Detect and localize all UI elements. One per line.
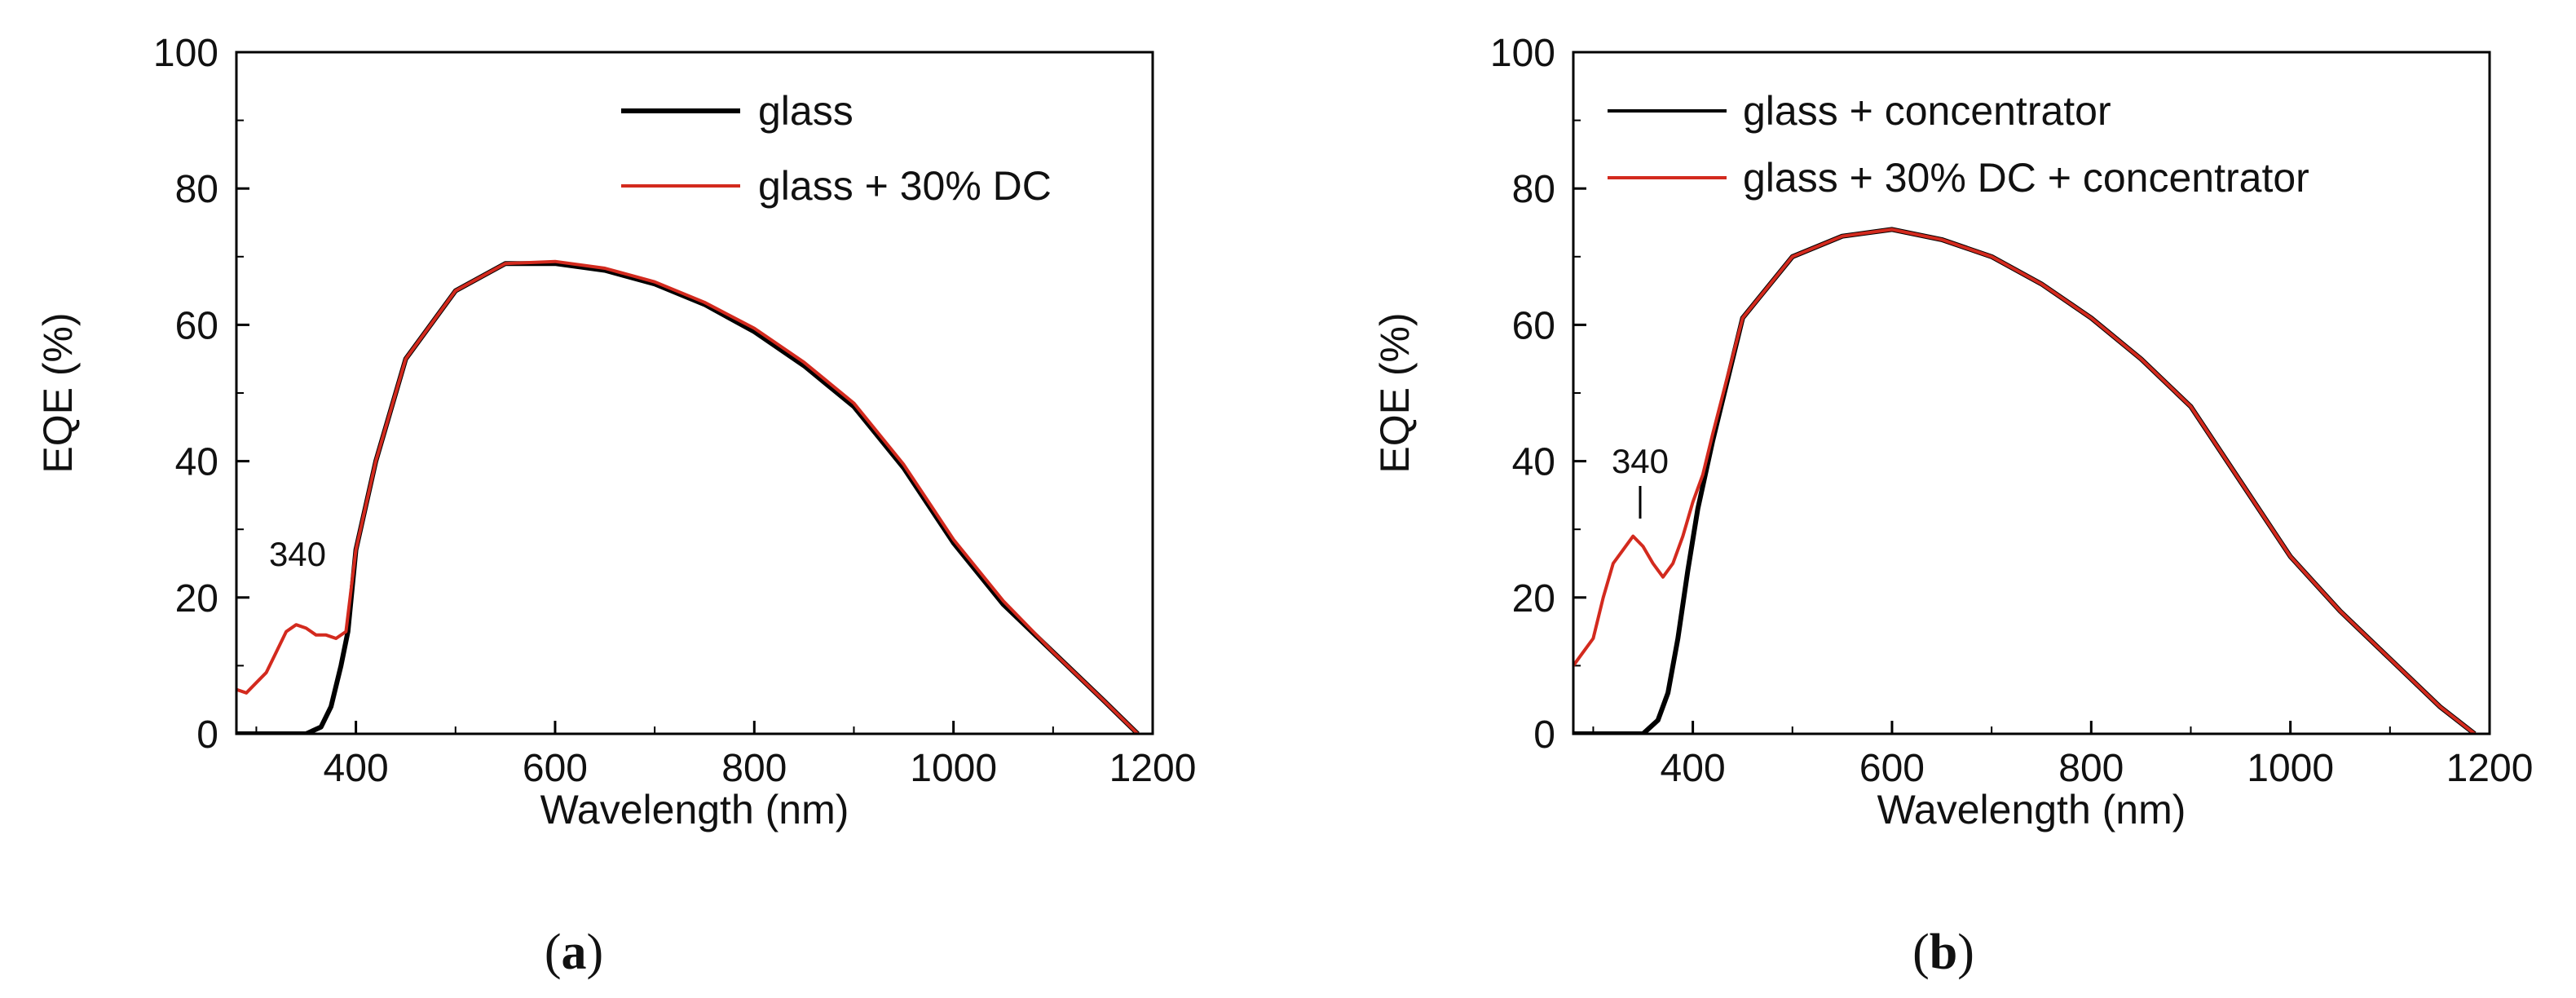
axes-a-ticks: 400 600 800 1000 1200 0 20 40 60 80 100 [153,32,1196,790]
y-axis-label-a: EQE (%) [35,312,81,473]
y-tick-label-b-40: 40 [1512,441,1555,484]
x-axis-label-a: Wavelength (nm) [540,787,849,832]
series-line-b-red [1573,227,2476,734]
series-group-b [1573,227,2477,734]
axes-b-ticks: 400 600 800 1000 1200 0 20 40 60 80 100 [1490,32,2533,790]
x-tick-label-b-800: 800 [2058,747,2124,790]
y-tick-label-a-20: 20 [175,577,218,620]
y-tick-label-b-80: 80 [1512,168,1555,211]
chart-panel-b: 400 600 800 1000 1200 0 20 40 60 80 100 Wavelength… [1372,32,2533,980]
x-tick-label-b-400: 400 [1661,747,1726,790]
annotation-340-a: 340 [269,535,326,573]
legend-label-a-0: glass [758,88,854,134]
x-tick-label-a-800: 800 [721,747,787,790]
y-tick-label-b-100: 100 [1490,32,1555,75]
panel-label-b: (b) [1912,925,1974,980]
y-tick-label-a-40: 40 [175,441,218,484]
y-tick-label-b-0: 0 [1533,713,1555,757]
x-tick-label-a-1000: 1000 [910,747,997,790]
x-tick-label-a-600: 600 [523,747,588,790]
legend-label-a-1: glass + 30% DC [758,163,1052,209]
plot-frame-b [1572,51,2491,735]
y-tick-label-a-60: 60 [175,304,218,347]
x-tick-label-b-600: 600 [1859,747,1925,790]
y-tick-label-b-20: 20 [1512,577,1555,620]
chart-panel-a: 400 600 800 1000 1200 0 20 40 60 80 100 Wavelength… [35,32,1196,980]
series-line-a-black [236,261,1140,734]
x-tick-label-b-1000: 1000 [2247,747,2334,790]
y-tick-label-a-80: 80 [175,168,218,211]
series-line-a-red [236,259,1140,734]
x-tick-label-b-1200: 1200 [2446,747,2534,790]
series-line-b-black [1573,227,2477,734]
x-tick-label-a-1200: 1200 [1109,747,1197,790]
y-tick-label-a-0: 0 [196,713,218,757]
y-tick-label-a-100: 100 [153,32,218,75]
legend-label-b-1: glass + 30% DC + concentrator [1743,155,2309,201]
plot-frame-a [235,51,1154,735]
series-group-a [236,259,1140,734]
annotation-340-b: 340 [1612,442,1669,480]
x-tick-label-a-400: 400 [324,747,389,790]
y-axis-label-b: EQE (%) [1372,312,1418,473]
panel-label-a: (a) [545,925,603,980]
x-axis-label-b: Wavelength (nm) [1877,787,2186,832]
legend-label-b-0: glass + concentrator [1743,88,2111,134]
y-tick-label-b-60: 60 [1512,304,1555,347]
